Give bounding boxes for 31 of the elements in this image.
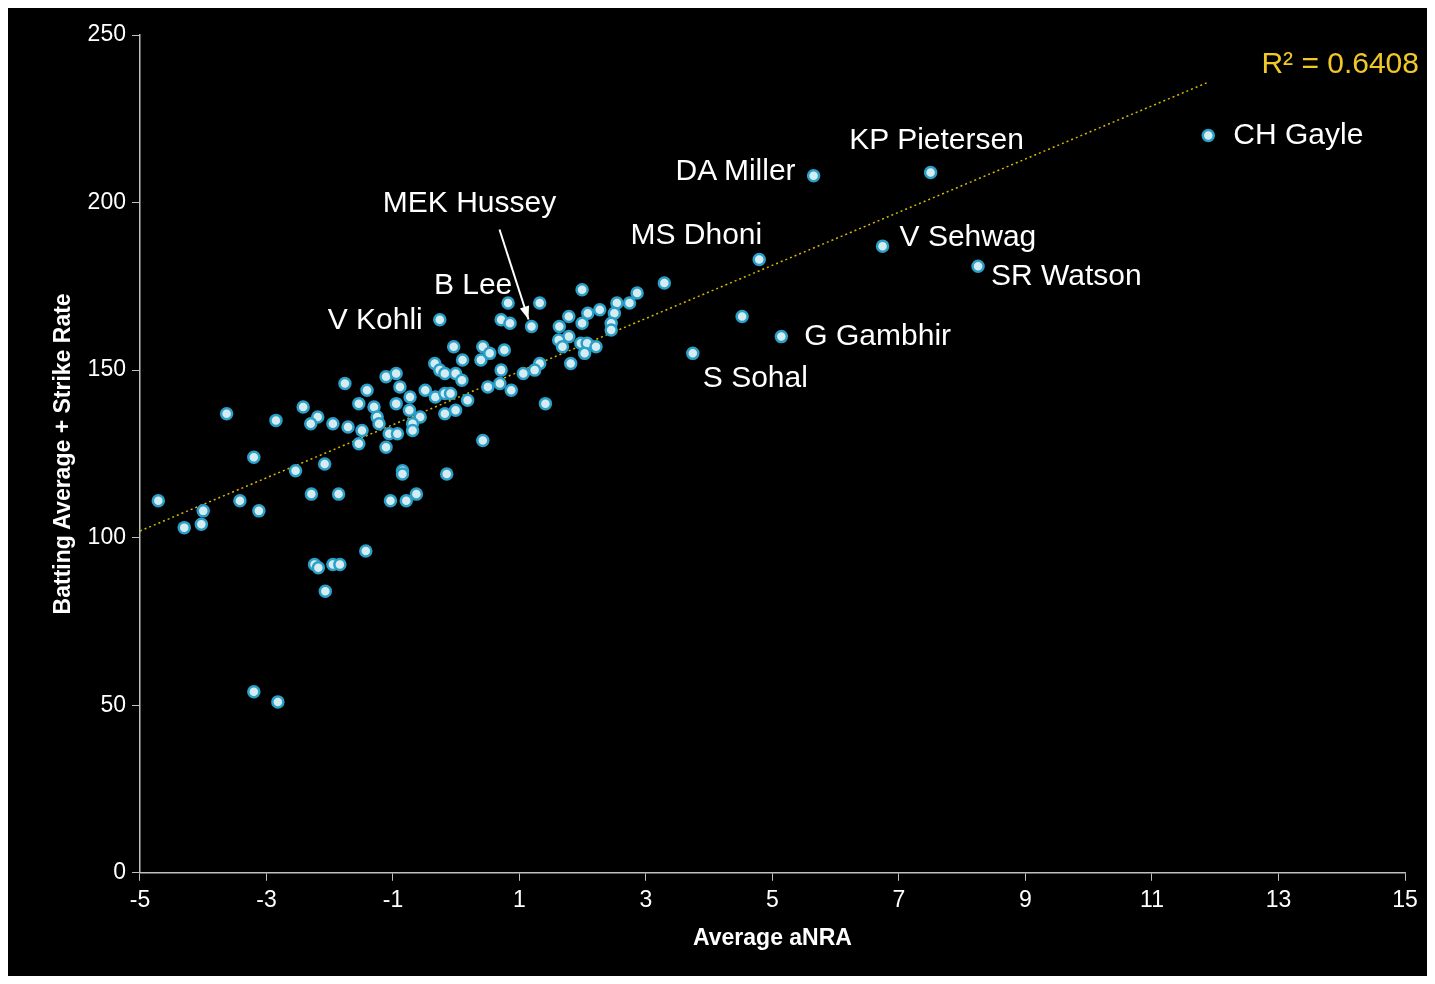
x-tick-label: 13 [1265, 885, 1292, 912]
x-tick-label: -1 [382, 885, 404, 912]
annotation: DA Miller [675, 153, 796, 187]
annotation: MEK Hussey [382, 184, 557, 218]
annotation: G Gambhir [804, 317, 952, 351]
x-tick-label: 1 [513, 885, 526, 912]
annotation: KP Pietersen [849, 121, 1024, 155]
annotation: V Kohli [327, 302, 423, 336]
x-tick-label: -5 [129, 885, 151, 912]
annotation: S Sohal [702, 359, 808, 393]
y-tick-label: 0 [113, 858, 126, 885]
x-tick-label: 5 [766, 885, 779, 912]
x-axis-title: Average aNRA [693, 923, 852, 950]
y-tick-label: 100 [87, 523, 126, 550]
annotation: B Lee [433, 267, 513, 301]
y-tick-label: 200 [87, 187, 126, 214]
x-tick-label: 11 [1140, 885, 1164, 912]
annotation: MS Dhoni [630, 216, 763, 250]
annotation: R² = 0.6408 [1261, 46, 1419, 80]
y-tick-label: 150 [87, 355, 126, 382]
x-tick-label: 3 [639, 885, 653, 912]
annotation: V Sehwag [899, 219, 1037, 253]
y-tick-label: 50 [100, 690, 126, 717]
x-tick-label: 7 [892, 885, 906, 912]
y-axis-title: Batting Average + Strike Rate [49, 293, 76, 615]
x-tick-label: 9 [1019, 885, 1032, 912]
x-tick-label: -3 [256, 885, 277, 912]
annotation: CH Gayle [1233, 116, 1364, 150]
annotation: SR Watson [991, 258, 1142, 292]
y-tick-label: 250 [87, 20, 126, 47]
x-tick-label: 15 [1392, 885, 1418, 912]
